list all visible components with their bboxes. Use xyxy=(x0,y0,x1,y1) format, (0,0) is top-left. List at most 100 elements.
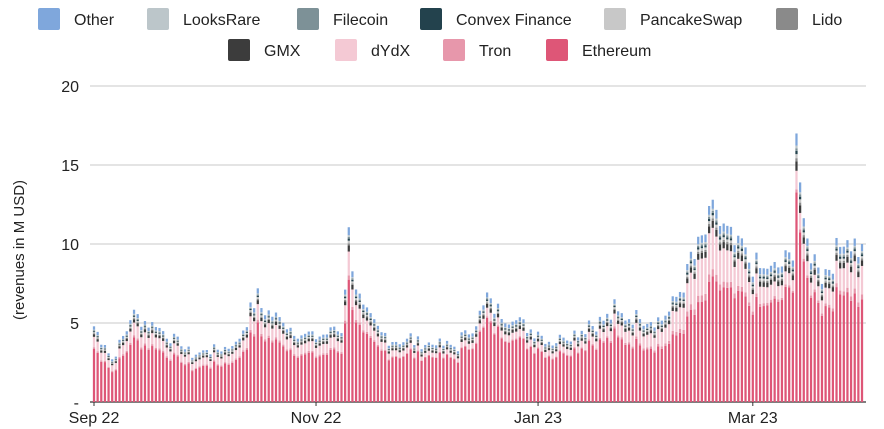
bar-segment-other xyxy=(587,320,591,325)
bar-segment-other xyxy=(129,320,132,324)
bar-stack xyxy=(453,346,456,402)
bar-segment-lido xyxy=(547,347,551,349)
bar-segment-filecoin xyxy=(540,339,543,341)
bar-segment-convex-finance xyxy=(522,324,525,326)
bar-segment-pancakeswap xyxy=(853,251,856,254)
bar-segment-looksrare xyxy=(100,347,103,348)
bar-segment-lido xyxy=(824,281,827,283)
legend-gmx[interactable]: GMX xyxy=(228,39,301,61)
bar-segment-gmx xyxy=(558,341,562,345)
bar-segment-convex-finance xyxy=(373,324,376,326)
bar-segment-other xyxy=(165,338,168,342)
bar-segment-convex-finance xyxy=(344,296,347,299)
bar-segment-gmx xyxy=(773,276,776,282)
bar-segment-dydx xyxy=(835,260,838,284)
bar-segment-tron xyxy=(249,329,252,333)
bar-segment-lido xyxy=(609,327,612,329)
legend-looksrare[interactable]: LooksRare xyxy=(147,8,260,30)
bar-segment-pancakeswap xyxy=(500,325,503,327)
bar-stack xyxy=(176,336,179,402)
bar-segment-dydx xyxy=(380,341,383,350)
bar-segment-filecoin xyxy=(675,302,678,304)
bar-segment-gmx xyxy=(536,338,540,342)
bar-segment-lido xyxy=(132,318,136,320)
bar-segment-gmx xyxy=(293,342,296,346)
legend-tron[interactable]: Tron xyxy=(443,39,511,61)
bar-segment-convex-finance xyxy=(733,255,736,258)
bar-segment-lido xyxy=(667,319,671,321)
bar-segment-tron xyxy=(780,297,784,301)
bar-segment-convex-finance xyxy=(751,284,754,287)
bar-segment-looksrare xyxy=(369,317,372,318)
legend-lido[interactable]: Lido xyxy=(776,8,842,30)
bar-segment-dydx xyxy=(831,291,835,309)
bar-segment-ethereum xyxy=(424,357,427,402)
legend-ethereum[interactable]: Ethereum xyxy=(546,39,651,61)
bar-segment-pancakeswap xyxy=(260,315,263,317)
bar-segment-tron xyxy=(151,344,154,347)
bar-segment-lido xyxy=(172,340,176,341)
bar-segment-lido xyxy=(606,321,609,324)
bar-segment-filecoin xyxy=(485,298,489,300)
bar-segment-convex-finance xyxy=(780,275,784,277)
legend-dydx[interactable]: dYdX xyxy=(335,39,410,61)
bar-segment-looksrare xyxy=(456,353,460,355)
bar-segment-filecoin xyxy=(344,295,347,297)
bar-segment-ethereum xyxy=(198,367,201,402)
bar-segment-filecoin xyxy=(132,314,136,316)
bar-segment-other xyxy=(427,342,430,346)
bar-segment-gmx xyxy=(398,350,401,353)
bar-segment-looksrare xyxy=(318,339,321,341)
bar-segment-lido xyxy=(802,235,805,238)
bar-segment-convex-finance xyxy=(169,347,172,348)
bar-stack xyxy=(322,334,325,402)
bar-segment-lido xyxy=(598,324,602,326)
bar-stack xyxy=(595,331,598,402)
bar-segment-tron xyxy=(154,347,157,350)
legend-filecoin[interactable]: Filecoin xyxy=(297,8,388,30)
bar-segment-gmx xyxy=(322,341,325,345)
bar-segment-lido xyxy=(245,334,248,335)
bar-segment-ethereum xyxy=(369,337,372,402)
bar-segment-lido xyxy=(718,242,722,245)
bar-segment-lido xyxy=(471,339,474,341)
legend-convex-finance[interactable]: Convex Finance xyxy=(420,8,572,30)
bar-segment-convex-finance xyxy=(737,246,740,249)
bar-segment-filecoin xyxy=(584,337,587,339)
bar-segment-convex-finance xyxy=(555,346,558,348)
bar-stack xyxy=(846,240,849,402)
bar-segment-pancakeswap xyxy=(431,349,434,350)
legend-other[interactable]: Other xyxy=(38,8,115,30)
bar-segment-convex-finance xyxy=(595,336,598,337)
bar-segment-filecoin xyxy=(140,330,143,332)
bar-segment-lido xyxy=(249,311,252,313)
bar-segment-dydx xyxy=(303,343,307,353)
bar-segment-other xyxy=(471,333,474,337)
legend-pancakeswap[interactable]: PancakeSwap xyxy=(604,8,742,30)
bar-segment-looksrare xyxy=(573,333,576,335)
bar-segment-lido xyxy=(569,347,572,348)
bar-stack xyxy=(489,298,492,402)
bar-segment-looksrare xyxy=(362,308,365,310)
bar-segment-ethereum xyxy=(129,344,132,402)
bar-segment-pancakeswap xyxy=(799,199,802,203)
bar-segment-pancakeswap xyxy=(92,332,96,334)
bar-stack xyxy=(216,349,219,402)
bar-segment-gmx xyxy=(566,346,569,350)
bar-segment-tron xyxy=(278,340,281,343)
bar-segment-tron xyxy=(194,367,198,369)
bar-segment-ethereum xyxy=(551,359,554,402)
bar-segment-looksrare xyxy=(635,314,638,316)
bar-segment-lido xyxy=(260,316,263,318)
bar-segment-other xyxy=(398,344,401,347)
bar-segment-lido xyxy=(758,280,762,283)
bar-segment-filecoin xyxy=(238,342,241,343)
bar-stack xyxy=(427,342,430,402)
bar-segment-gmx xyxy=(253,317,256,322)
bar-stack xyxy=(762,268,765,402)
bar-segment-dydx xyxy=(394,350,398,356)
bar-segment-pancakeswap xyxy=(205,354,208,355)
bar-segment-dydx xyxy=(653,337,656,351)
bar-segment-gmx xyxy=(733,261,736,267)
bar-segment-dydx xyxy=(758,286,762,304)
